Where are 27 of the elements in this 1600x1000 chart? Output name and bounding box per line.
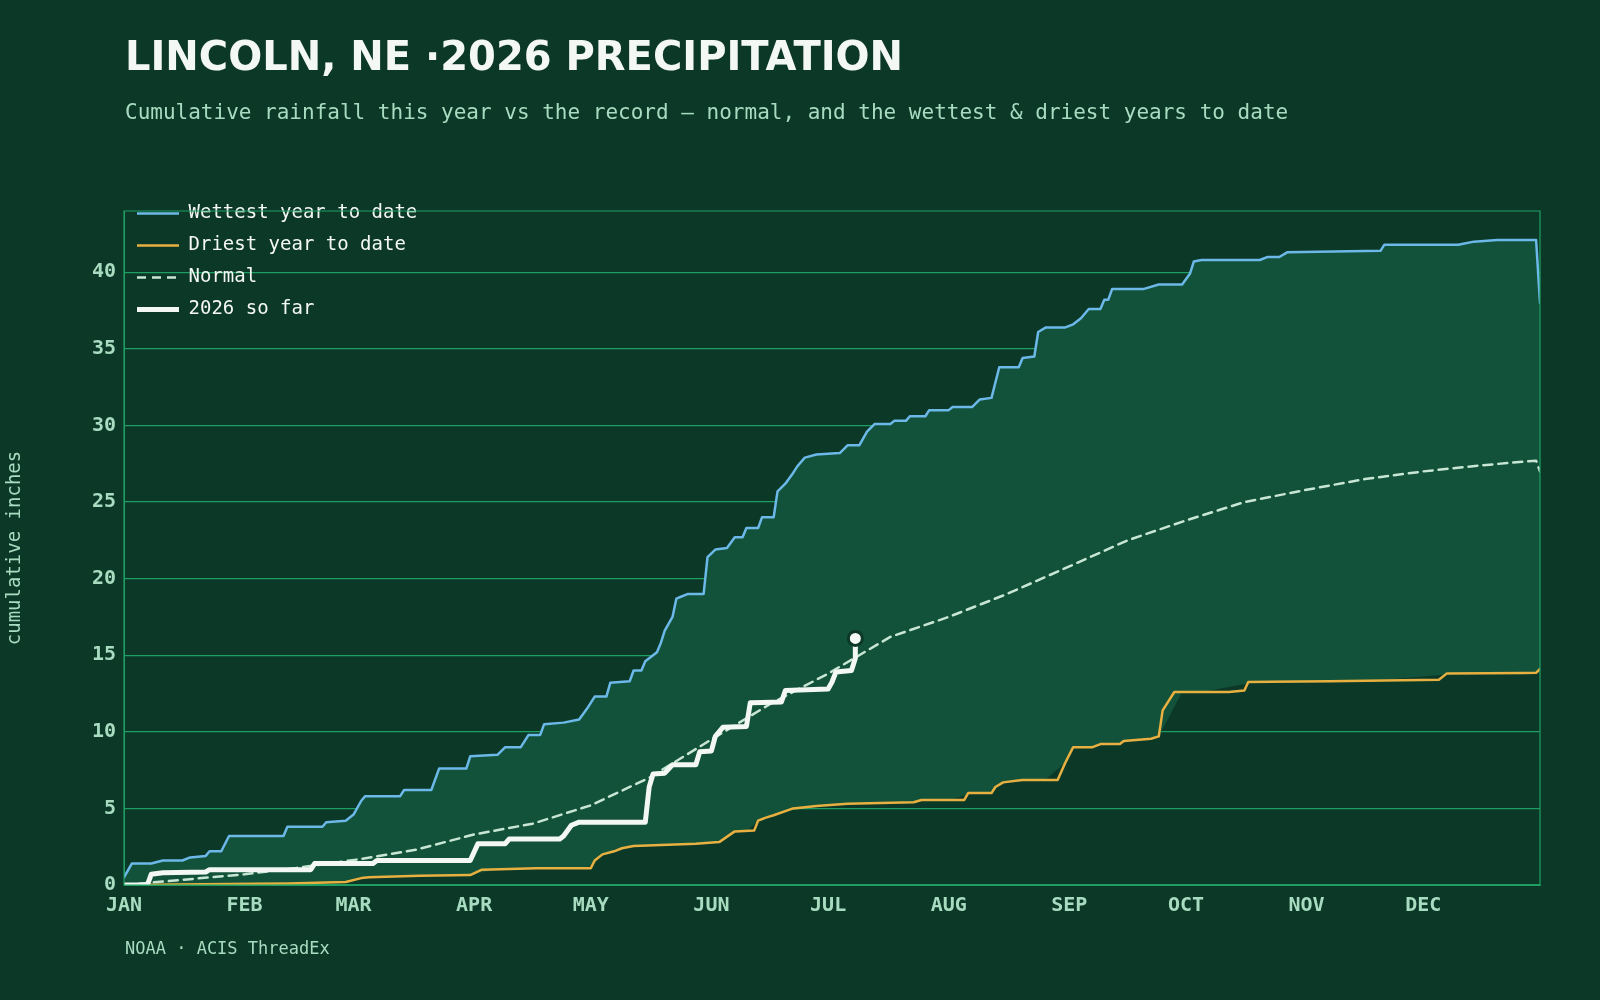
y-tick-label: 5 [103, 794, 116, 819]
y-tick-label: 25 [91, 488, 116, 513]
legend-label: 2026 so far [188, 296, 315, 319]
y-axis-title: cumulative inches [2, 450, 25, 646]
y-tick-label: 30 [91, 411, 116, 436]
y-tick-label: 35 [91, 335, 116, 360]
text: NOAA · ACIS ThreadEx [125, 938, 330, 958]
x-tick-label: APR [456, 892, 494, 917]
x-tick-label: MAY [572, 892, 609, 917]
y-tick-label: 40 [91, 258, 116, 283]
x-tick-label: JUL [810, 892, 847, 917]
chart-title: LINCOLN, NE ·2026 PRECIPITATION [125, 33, 904, 79]
x-tick-label: JUN [693, 892, 730, 917]
x-tick-label: SEP [1051, 892, 1088, 917]
x-tick-label: DEC [1405, 892, 1442, 917]
legend-label: Normal [188, 264, 258, 287]
y-tick-label: 10 [91, 718, 116, 743]
x-tick-label: NOV [1288, 892, 1325, 917]
y-tick-label: 20 [91, 564, 116, 589]
x-tick-label: FEB [226, 892, 263, 917]
x-tick-label: MAR [335, 892, 373, 917]
legend-label: Wettest year to date [188, 200, 418, 223]
legend-label: Driest year to date [188, 232, 406, 255]
chart-subtitle: Cumulative rainfall this year vs the record — normal, and the wettest & driest years to date [125, 100, 1289, 124]
y-tick-label: 15 [91, 641, 116, 666]
x-tick-label: AUG [930, 892, 967, 917]
x-tick-label: OCT [1167, 892, 1205, 917]
